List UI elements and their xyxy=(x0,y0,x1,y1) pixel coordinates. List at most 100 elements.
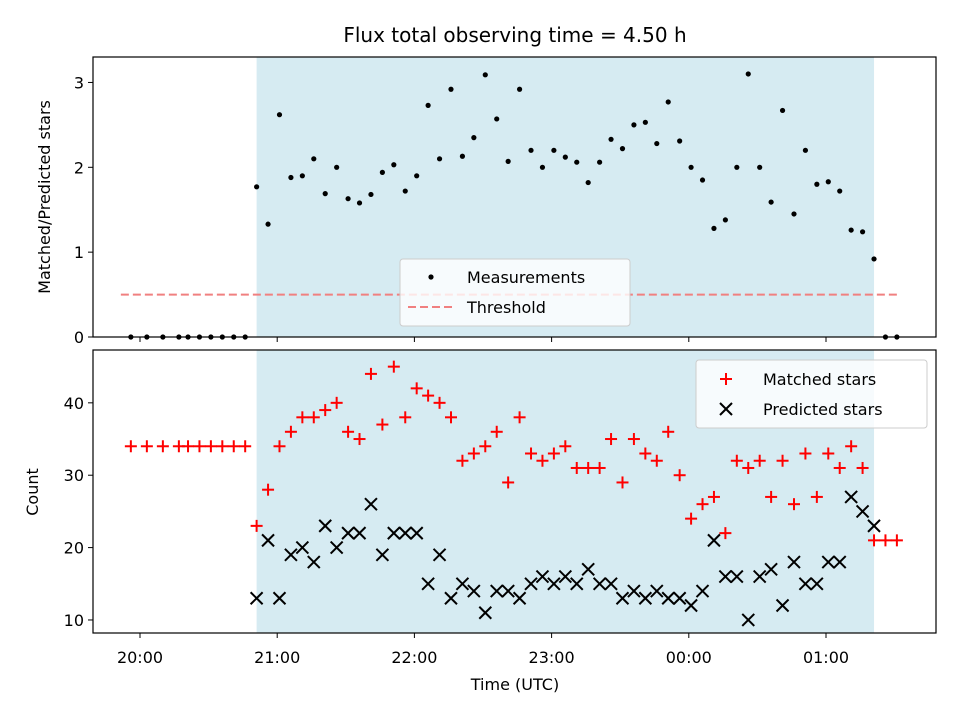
predicted-star-point xyxy=(650,584,664,598)
measurement-point xyxy=(848,227,854,233)
matched-star-point xyxy=(502,476,515,489)
predicted-star-point xyxy=(581,562,595,577)
matched-star-point xyxy=(342,425,355,438)
predicted-star-point xyxy=(741,613,755,627)
matched-star-point xyxy=(273,440,286,453)
measurement-point xyxy=(391,162,397,168)
bottom-x-tick-label: 01:00 xyxy=(803,648,849,667)
measurement-point xyxy=(345,196,351,202)
matched-star-point xyxy=(250,519,263,532)
predicted-star-point xyxy=(387,526,401,540)
predicted-star-point xyxy=(455,577,470,591)
bottom-legend: Matched stars Predicted stars xyxy=(695,359,928,429)
predicted-star-point xyxy=(695,584,710,598)
legend-measurements-marker xyxy=(428,274,434,280)
predicted-star-point xyxy=(249,591,264,605)
measurement-point xyxy=(757,164,763,170)
predicted-star-point xyxy=(398,526,412,540)
matched-star-point xyxy=(140,440,153,453)
top-legend: Measurements Threshold xyxy=(399,258,631,327)
matched-star-point xyxy=(696,498,709,511)
matched-star-point xyxy=(296,411,309,424)
matched-star-point xyxy=(856,461,869,474)
measurement-point xyxy=(791,211,797,217)
predicted-star-point xyxy=(432,548,447,562)
legend-predicted-label: Predicted stars xyxy=(763,400,883,419)
matched-star-point xyxy=(364,367,377,380)
bottom-y-ticks: 10 20 30 40 xyxy=(64,394,93,630)
matched-star-point xyxy=(559,440,572,453)
predicted-star-point xyxy=(501,584,515,598)
predicted-star-point xyxy=(421,577,435,591)
legend-matched-marker xyxy=(720,373,732,385)
measurement-point xyxy=(722,217,728,223)
predicted-star-point xyxy=(798,577,813,591)
predicted-star-point xyxy=(318,519,332,533)
measurement-point xyxy=(311,156,317,162)
legend-predicted-marker xyxy=(719,402,733,416)
measurement-point xyxy=(631,122,637,128)
x-axis-label: Time (UTC) xyxy=(470,675,559,694)
predicted-star-point xyxy=(604,577,618,591)
measurement-point xyxy=(448,86,454,92)
bottom-y-tick-label: 40 xyxy=(64,394,84,413)
measurement-point xyxy=(436,156,443,162)
predicted-stars-points xyxy=(249,490,881,627)
matched-star-point xyxy=(422,389,435,402)
matched-star-point xyxy=(639,447,652,460)
matched-star-point xyxy=(307,411,320,424)
top-panel: 0 1 2 3 Matched/Predicted stars Measurement… xyxy=(35,56,937,347)
matched-star-point xyxy=(879,534,892,547)
matched-star-point xyxy=(673,469,686,482)
matched-star-point xyxy=(570,461,583,474)
predicted-star-point xyxy=(261,533,275,548)
top-y-tick-label: 2 xyxy=(74,158,84,177)
matched-star-point xyxy=(547,447,560,460)
top-x-ticks xyxy=(139,337,827,342)
matched-star-point xyxy=(890,534,903,547)
predicted-star-point xyxy=(672,591,687,605)
measurement-point xyxy=(597,159,603,165)
bottom-y-axis-label: Count xyxy=(23,468,42,516)
predicted-star-point xyxy=(512,591,527,605)
measurement-point xyxy=(699,177,706,183)
measurement-point xyxy=(425,102,431,108)
matched-star-point xyxy=(525,447,538,460)
predicted-star-point xyxy=(524,577,538,591)
measurement-point xyxy=(322,191,328,197)
predicted-star-point xyxy=(341,526,355,540)
predicted-star-point xyxy=(638,591,653,605)
measurement-point xyxy=(516,86,523,92)
measurement-point xyxy=(574,159,580,165)
bottom-x-tick-label: 00:00 xyxy=(666,648,712,667)
matched-star-point xyxy=(707,490,720,503)
matched-star-point xyxy=(868,534,881,547)
bottom-x-tick-label: 20:00 xyxy=(117,648,163,667)
chart-title: Flux total observing time = 4.50 h xyxy=(343,23,686,47)
bottom-axes-frame xyxy=(92,349,937,634)
matched-star-point xyxy=(845,440,858,453)
predicted-star-point xyxy=(833,555,847,569)
predicted-star-point xyxy=(352,526,367,540)
measurement-point xyxy=(677,138,683,144)
matched-star-point xyxy=(216,440,229,453)
matched-star-point xyxy=(765,490,778,503)
matched-star-point xyxy=(387,360,400,373)
measurement-point xyxy=(482,72,488,78)
measurement-point xyxy=(276,112,283,118)
measurement-point xyxy=(837,188,843,194)
matched-star-point xyxy=(156,440,169,453)
predicted-star-point xyxy=(375,548,390,562)
measurement-point xyxy=(825,179,831,185)
measurement-point xyxy=(265,221,271,227)
predicted-star-point xyxy=(272,591,287,605)
predicted-star-point xyxy=(535,569,550,584)
measurement-points xyxy=(128,71,900,340)
bottom-x-tick-label: 23:00 xyxy=(529,648,575,667)
top-axes-frame xyxy=(92,56,937,338)
bottom-y-tick-label: 20 xyxy=(64,539,84,558)
measurement-point xyxy=(459,153,466,159)
matched-star-point xyxy=(616,476,629,489)
legend-matched-label: Matched stars xyxy=(763,370,876,389)
